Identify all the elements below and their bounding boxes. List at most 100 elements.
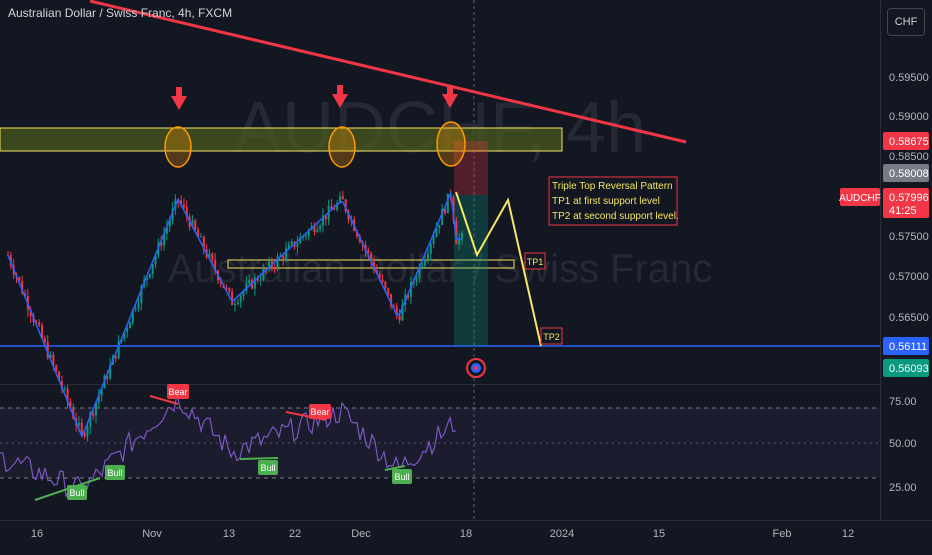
candle-body [80,423,83,433]
candle-body [299,237,302,244]
position-reward-zone[interactable] [454,195,488,346]
candle-body [239,295,242,303]
rsi-bull-label: Bull [69,488,84,498]
time-tick-label: 18 [460,528,472,540]
candle-body [452,196,455,221]
time-tick-label: 12 [842,528,854,540]
candle-body [92,413,95,416]
candle-body [429,243,432,254]
candle-body [446,193,449,214]
rsi-bear-label-box [309,404,331,419]
note-box[interactable] [548,176,678,226]
candle-body [236,302,239,304]
candle-body [401,304,404,321]
event-flag-icon[interactable] [466,358,486,378]
candle-body [129,322,132,329]
candle-body [165,227,168,234]
time-tick-label: 15 [653,528,665,540]
candle-body [256,277,259,281]
candle-body [296,243,299,248]
down-arrow-icon [332,85,348,108]
candle-body [251,279,254,289]
candle-body [208,253,211,257]
candle-body [126,328,129,333]
time-tick-label: 22 [289,528,301,540]
candle-body [211,253,214,260]
candle-body [52,354,55,366]
price-badge-label: 0.57996 [889,192,929,204]
candle-body [392,306,395,308]
candle-body [180,200,183,205]
rsi-axis[interactable]: 75.00 50.00 25.00 [889,396,917,494]
candle-body [313,226,316,233]
candle-body [435,228,438,237]
tp1-label-box[interactable] [524,252,546,270]
candle-body [338,196,341,203]
peak-circle-2[interactable] [328,126,356,168]
rsi-bull-label: Bull [107,468,122,478]
candle-body [387,288,390,294]
price-badge [883,337,929,355]
candle-body [290,241,293,245]
candle-body [316,229,319,233]
note-line-1: Triple Top Reversal Pattern [552,181,673,192]
peak-circle-1[interactable] [164,126,192,168]
position-risk-zone[interactable] [454,141,488,195]
projection-path[interactable] [455,191,542,347]
moving-average-line [7,190,462,438]
candle-body [35,321,38,323]
symbol-title[interactable]: Australian Dollar / Swiss Franc, 4h, FXC… [8,6,233,20]
candle-body [441,208,444,225]
candle-body [100,388,103,396]
candle-body [137,303,140,309]
tp2-label-box[interactable] [540,327,563,345]
candle-body [407,294,410,298]
candle-body [259,279,262,281]
candle-body [276,256,279,268]
descending-trendline[interactable] [89,0,687,144]
rsi-bear-label: Bear [168,387,187,397]
candle-body [214,259,217,271]
rsi-tick-label: 75.00 [889,396,917,408]
rsi-tick-label: 25.00 [889,482,917,494]
candle-body [41,325,44,339]
time-tick-label: Nov [142,528,162,540]
candle-body [97,395,100,403]
candle-body [390,293,393,307]
rsi-bull-label-box [67,485,87,500]
candle-body [46,342,49,359]
main-pane-bg [0,0,880,385]
time-axis[interactable]: 16 Nov 13 22 Dec 18 2024 15 Feb 12 [31,528,854,540]
symbol-tag-label: AUDCHF [839,193,881,204]
candle-body [384,281,387,289]
candle-body [168,220,171,228]
candle-body [367,250,370,254]
candle-body [409,282,412,298]
candle-body [43,338,46,343]
candle-body [370,253,373,262]
candle-body [364,244,367,251]
rsi-tick-label: 50.00 [889,438,917,450]
candle-body [134,308,137,310]
currency-button[interactable]: CHF [887,8,925,36]
down-arrow-icon [442,85,458,108]
price-badge-label: 0.56093 [889,363,929,375]
candle-body [114,355,117,359]
price-badge [883,359,929,377]
peak-circle-3[interactable] [436,121,466,167]
resistance-zone[interactable] [0,127,563,152]
candle-body [381,279,384,282]
candle-body [461,233,463,239]
candle-body [268,261,271,269]
candle-body [225,287,228,289]
candle-body [86,426,89,437]
price-tick-label: 0.58500 [889,151,929,163]
candle-body [287,244,290,249]
candle-body [356,231,359,237]
candle-body [185,207,188,217]
rsi-bull-label: Bull [260,463,275,473]
candle-body [49,354,52,359]
candle-body [199,236,202,238]
